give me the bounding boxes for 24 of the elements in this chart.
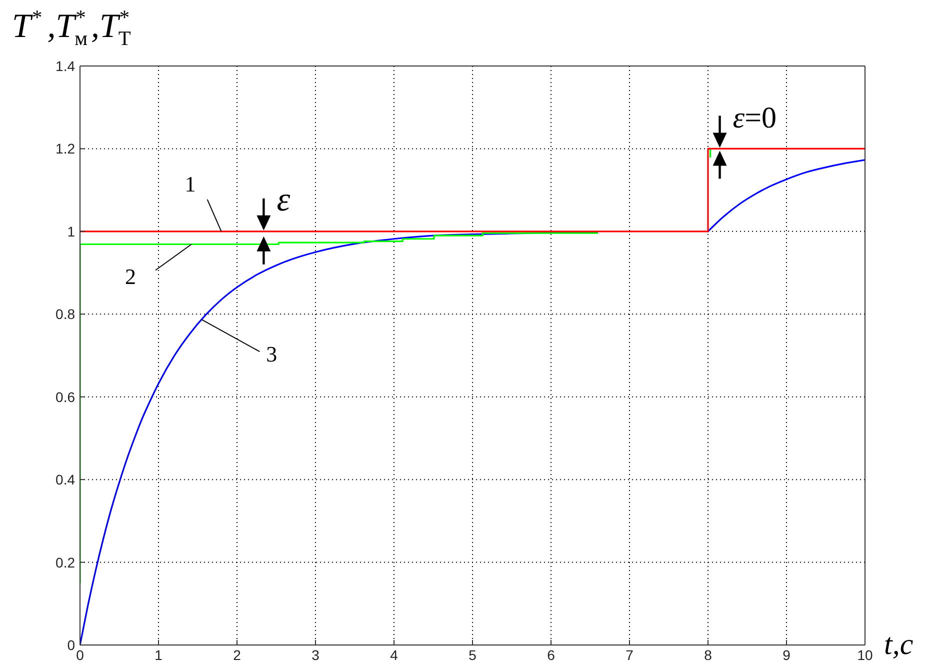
text: 3 [266,342,278,367]
y-tick-label: 1.4 [56,58,76,74]
x-tick-label: 7 [626,646,634,663]
y-tick-label: 1 [67,223,76,240]
y-tick-label: 0 [67,636,76,653]
x-tick-label: 5 [468,646,477,663]
y-tick-label: 0.8 [56,306,76,322]
y-tick-label: 0.6 [56,388,76,405]
x-tick-label: 8 [704,646,712,663]
annotation: ε=0 [732,102,777,135]
x-tick-label: 6 [547,646,556,663]
x-axis-title: t,c [884,628,914,661]
y-tick-label: 0.2 [56,554,76,570]
x-tick-label: 4 [390,646,398,663]
series-label: 2 [124,264,136,290]
annotation: ε [276,181,291,218]
x-tick-label: 2 [233,646,242,663]
x-tick-label: 3 [312,646,320,663]
x-tick-label: 10 [857,646,873,663]
y-tick-label: 1.2 [56,140,76,157]
series-label: 1 [184,171,196,196]
x-tick-label: 9 [782,646,791,663]
x-tick-label: 1 [154,646,163,663]
y-tick-label: 0.4 [56,472,76,488]
